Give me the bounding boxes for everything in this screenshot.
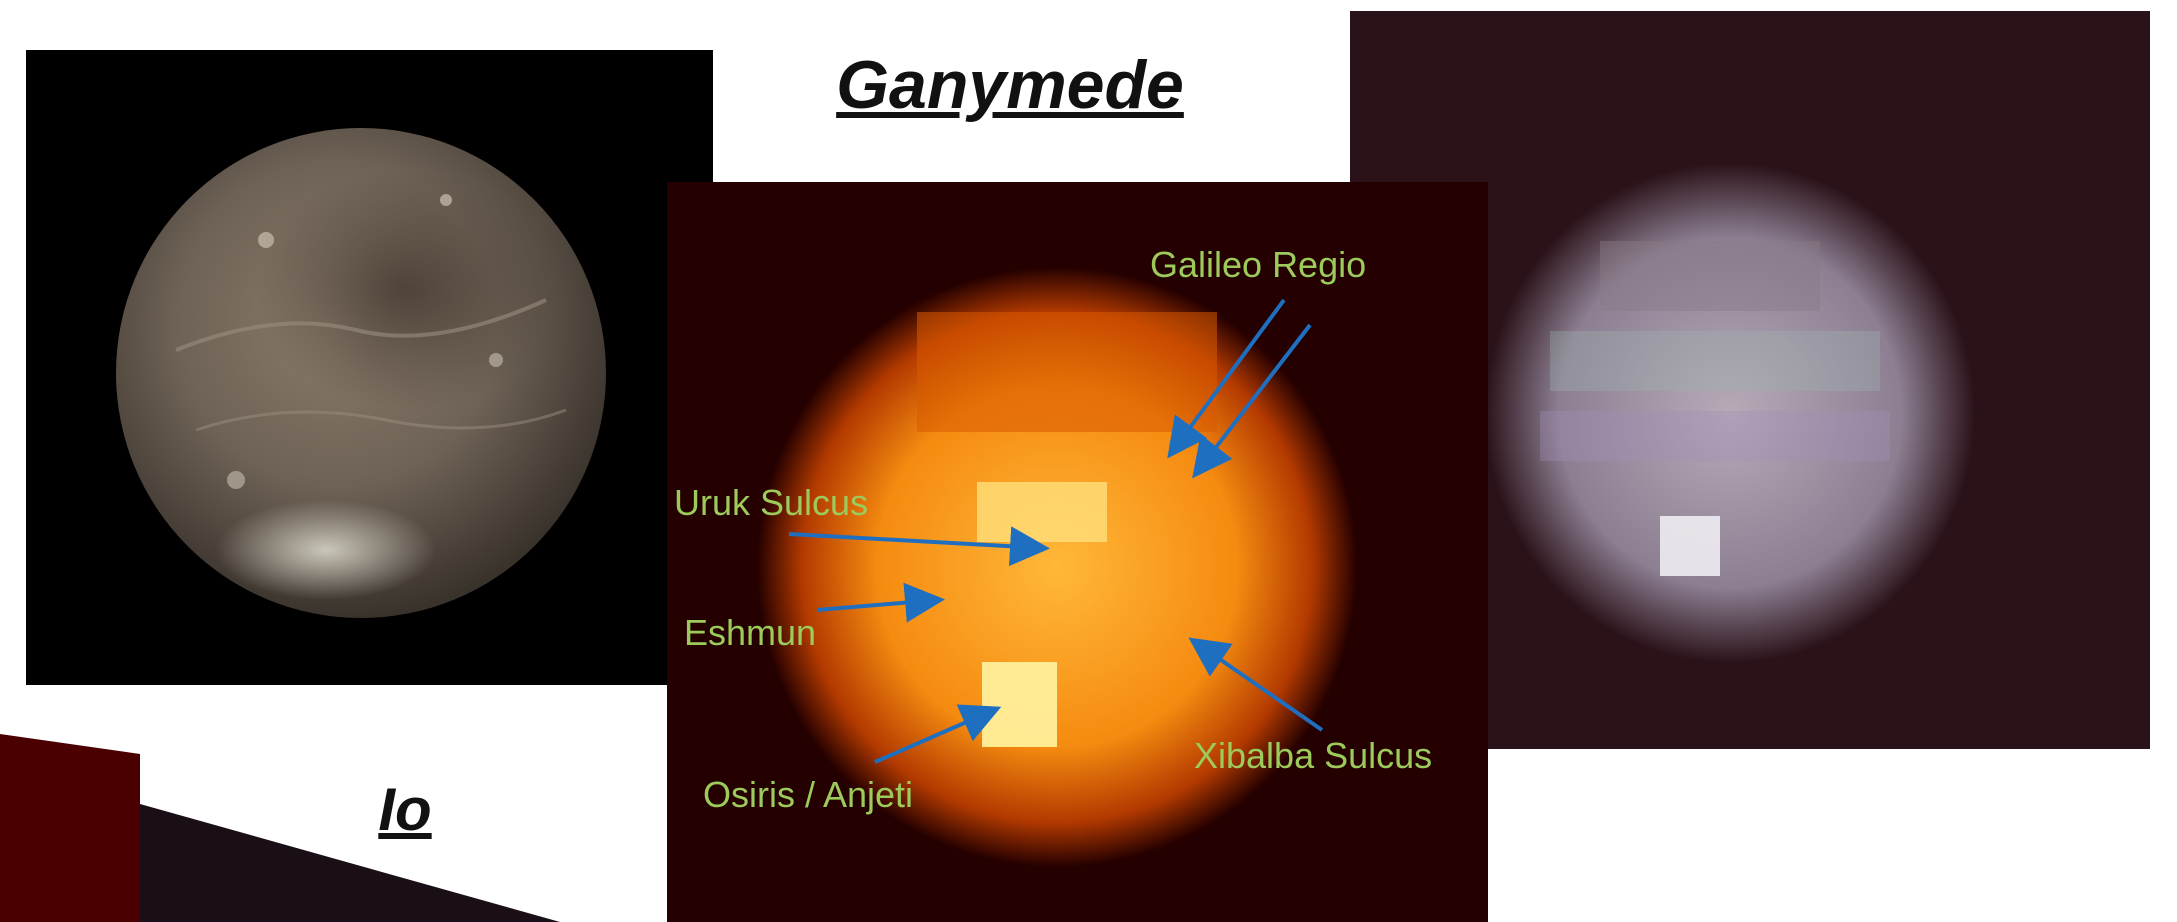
osiris-arrow [874, 704, 1002, 764]
bright-terrain [216, 500, 436, 600]
eshmun-arrow [816, 582, 945, 623]
xibalba-sulcus-label: Xibalba Sulcus [1194, 735, 1433, 776]
color-composite-graphic [1485, 163, 1975, 663]
io-dark-wedge [140, 804, 560, 922]
io-red-block [0, 734, 140, 922]
io-strip-graphic [0, 734, 560, 922]
eshmun-label: Eshmun [684, 612, 817, 653]
uruk-arrow [788, 526, 1050, 567]
bright-patch [977, 482, 1107, 542]
osiris-anjeti-label: Osiris / Anjeti [703, 774, 914, 815]
io-heading: Io [378, 776, 432, 843]
heatmap-graphic [757, 267, 1357, 867]
uruk-sulcus-label: Uruk Sulcus [674, 482, 869, 523]
xibalba-arrow [1188, 637, 1324, 732]
io-image-strip [0, 734, 620, 922]
composite-disk [1485, 163, 1975, 663]
dark-band [917, 312, 1217, 432]
bright-spot [1660, 516, 1720, 576]
ganymede-heading: Ganymede [836, 47, 1184, 123]
ganymede-heatmap: Galileo Regio Uruk Sulcus Eshmun Osiris … [667, 182, 1488, 922]
osiris-bright-patch [982, 662, 1057, 747]
dark-region [256, 170, 556, 410]
ganymede-photo [26, 50, 713, 685]
galileo-arrow-1 [1167, 298, 1286, 459]
ganymede-photo-graphic [116, 128, 606, 618]
galileo-arrow-2 [1192, 323, 1312, 479]
galileo-regio-label: Galileo Regio [1150, 244, 1367, 285]
